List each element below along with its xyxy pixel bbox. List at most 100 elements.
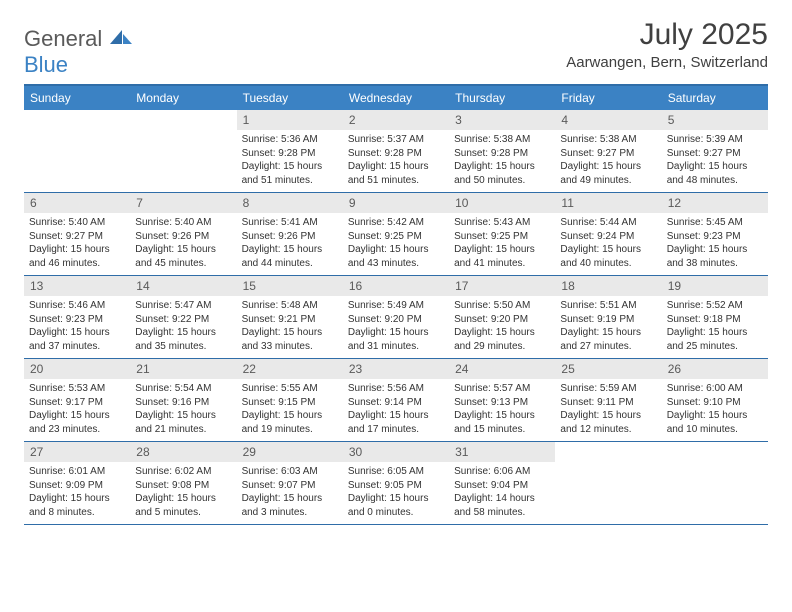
calendar-cell: 15Sunrise: 5:48 AMSunset: 9:21 PMDayligh… (237, 276, 343, 358)
day-details: Sunrise: 5:48 AMSunset: 9:21 PMDaylight:… (237, 296, 343, 356)
day-header-cell: Saturday (662, 86, 768, 110)
day-number (555, 442, 661, 462)
calendar-cell: 17Sunrise: 5:50 AMSunset: 9:20 PMDayligh… (449, 276, 555, 358)
calendar-cell: 12Sunrise: 5:45 AMSunset: 9:23 PMDayligh… (662, 193, 768, 275)
calendar-cell: 19Sunrise: 5:52 AMSunset: 9:18 PMDayligh… (662, 276, 768, 358)
brand-name-part1: General (24, 26, 102, 51)
calendar-cell: 31Sunrise: 6:06 AMSunset: 9:04 PMDayligh… (449, 442, 555, 524)
day-details: Sunrise: 5:46 AMSunset: 9:23 PMDaylight:… (24, 296, 130, 356)
calendar-body: 1Sunrise: 5:36 AMSunset: 9:28 PMDaylight… (24, 110, 768, 525)
calendar-week: 6Sunrise: 5:40 AMSunset: 9:27 PMDaylight… (24, 193, 768, 276)
calendar-cell: 9Sunrise: 5:42 AMSunset: 9:25 PMDaylight… (343, 193, 449, 275)
day-details: Sunrise: 6:01 AMSunset: 9:09 PMDaylight:… (24, 462, 130, 522)
day-details: Sunrise: 5:49 AMSunset: 9:20 PMDaylight:… (343, 296, 449, 356)
day-number: 15 (237, 276, 343, 296)
day-header-cell: Tuesday (237, 86, 343, 110)
calendar-cell: 27Sunrise: 6:01 AMSunset: 9:09 PMDayligh… (24, 442, 130, 524)
calendar-cell (24, 110, 130, 192)
calendar-cell: 2Sunrise: 5:37 AMSunset: 9:28 PMDaylight… (343, 110, 449, 192)
day-details: Sunrise: 5:56 AMSunset: 9:14 PMDaylight:… (343, 379, 449, 439)
calendar-cell: 1Sunrise: 5:36 AMSunset: 9:28 PMDaylight… (237, 110, 343, 192)
calendar-cell: 28Sunrise: 6:02 AMSunset: 9:08 PMDayligh… (130, 442, 236, 524)
day-details: Sunrise: 5:40 AMSunset: 9:26 PMDaylight:… (130, 213, 236, 273)
day-number: 3 (449, 110, 555, 130)
day-number: 20 (24, 359, 130, 379)
header: General Blue July 2025 Aarwangen, Bern, … (24, 18, 768, 78)
day-number: 14 (130, 276, 236, 296)
day-header-cell: Friday (555, 86, 661, 110)
day-number: 12 (662, 193, 768, 213)
day-header-cell: Monday (130, 86, 236, 110)
day-details: Sunrise: 5:45 AMSunset: 9:23 PMDaylight:… (662, 213, 768, 273)
brand-name: General Blue (24, 26, 134, 78)
day-header-cell: Thursday (449, 86, 555, 110)
calendar-cell: 11Sunrise: 5:44 AMSunset: 9:24 PMDayligh… (555, 193, 661, 275)
day-number (24, 110, 130, 130)
title-month-year: July 2025 (566, 18, 768, 52)
day-number: 1 (237, 110, 343, 130)
day-number: 4 (555, 110, 661, 130)
calendar-cell (662, 442, 768, 524)
day-details: Sunrise: 5:54 AMSunset: 9:16 PMDaylight:… (130, 379, 236, 439)
calendar-cell: 24Sunrise: 5:57 AMSunset: 9:13 PMDayligh… (449, 359, 555, 441)
day-number: 19 (662, 276, 768, 296)
day-details: Sunrise: 5:38 AMSunset: 9:27 PMDaylight:… (555, 130, 661, 190)
day-number: 16 (343, 276, 449, 296)
day-details: Sunrise: 5:55 AMSunset: 9:15 PMDaylight:… (237, 379, 343, 439)
calendar-cell: 4Sunrise: 5:38 AMSunset: 9:27 PMDaylight… (555, 110, 661, 192)
calendar-cell: 29Sunrise: 6:03 AMSunset: 9:07 PMDayligh… (237, 442, 343, 524)
day-details: Sunrise: 6:00 AMSunset: 9:10 PMDaylight:… (662, 379, 768, 439)
day-details: Sunrise: 5:40 AMSunset: 9:27 PMDaylight:… (24, 213, 130, 273)
day-number: 9 (343, 193, 449, 213)
day-number: 7 (130, 193, 236, 213)
calendar-cell: 21Sunrise: 5:54 AMSunset: 9:16 PMDayligh… (130, 359, 236, 441)
day-number: 23 (343, 359, 449, 379)
calendar-cell: 18Sunrise: 5:51 AMSunset: 9:19 PMDayligh… (555, 276, 661, 358)
calendar-cell: 14Sunrise: 5:47 AMSunset: 9:22 PMDayligh… (130, 276, 236, 358)
calendar-cell: 23Sunrise: 5:56 AMSunset: 9:14 PMDayligh… (343, 359, 449, 441)
day-details: Sunrise: 5:43 AMSunset: 9:25 PMDaylight:… (449, 213, 555, 273)
day-number: 11 (555, 193, 661, 213)
day-number: 18 (555, 276, 661, 296)
day-number: 17 (449, 276, 555, 296)
day-number: 26 (662, 359, 768, 379)
day-header-cell: Sunday (24, 86, 130, 110)
calendar-cell: 22Sunrise: 5:55 AMSunset: 9:15 PMDayligh… (237, 359, 343, 441)
day-details: Sunrise: 5:44 AMSunset: 9:24 PMDaylight:… (555, 213, 661, 273)
day-details: Sunrise: 5:36 AMSunset: 9:28 PMDaylight:… (237, 130, 343, 190)
calendar-cell: 26Sunrise: 6:00 AMSunset: 9:10 PMDayligh… (662, 359, 768, 441)
day-number: 28 (130, 442, 236, 462)
calendar-week: 1Sunrise: 5:36 AMSunset: 9:28 PMDaylight… (24, 110, 768, 193)
calendar-cell: 16Sunrise: 5:49 AMSunset: 9:20 PMDayligh… (343, 276, 449, 358)
day-number: 5 (662, 110, 768, 130)
day-number: 2 (343, 110, 449, 130)
day-details: Sunrise: 5:57 AMSunset: 9:13 PMDaylight:… (449, 379, 555, 439)
day-details: Sunrise: 5:53 AMSunset: 9:17 PMDaylight:… (24, 379, 130, 439)
day-details: Sunrise: 6:06 AMSunset: 9:04 PMDaylight:… (449, 462, 555, 522)
calendar-cell: 6Sunrise: 5:40 AMSunset: 9:27 PMDaylight… (24, 193, 130, 275)
day-number: 24 (449, 359, 555, 379)
day-number (662, 442, 768, 462)
day-details: Sunrise: 6:02 AMSunset: 9:08 PMDaylight:… (130, 462, 236, 522)
brand-name-part2: Blue (24, 52, 68, 77)
day-details: Sunrise: 5:42 AMSunset: 9:25 PMDaylight:… (343, 213, 449, 273)
day-number: 21 (130, 359, 236, 379)
brand-logo: General Blue (24, 18, 134, 78)
calendar-week: 27Sunrise: 6:01 AMSunset: 9:09 PMDayligh… (24, 442, 768, 525)
day-number: 27 (24, 442, 130, 462)
day-header-row: SundayMondayTuesdayWednesdayThursdayFrid… (24, 86, 768, 110)
day-details: Sunrise: 5:38 AMSunset: 9:28 PMDaylight:… (449, 130, 555, 190)
day-number: 10 (449, 193, 555, 213)
day-number (130, 110, 236, 130)
day-details: Sunrise: 5:39 AMSunset: 9:27 PMDaylight:… (662, 130, 768, 190)
day-details: Sunrise: 5:52 AMSunset: 9:18 PMDaylight:… (662, 296, 768, 356)
day-number: 22 (237, 359, 343, 379)
day-details: Sunrise: 5:59 AMSunset: 9:11 PMDaylight:… (555, 379, 661, 439)
calendar-cell: 8Sunrise: 5:41 AMSunset: 9:26 PMDaylight… (237, 193, 343, 275)
day-details: Sunrise: 6:05 AMSunset: 9:05 PMDaylight:… (343, 462, 449, 522)
day-number: 8 (237, 193, 343, 213)
title-block: July 2025 Aarwangen, Bern, Switzerland (566, 18, 768, 71)
day-details: Sunrise: 6:03 AMSunset: 9:07 PMDaylight:… (237, 462, 343, 522)
day-details: Sunrise: 5:51 AMSunset: 9:19 PMDaylight:… (555, 296, 661, 356)
calendar-cell: 25Sunrise: 5:59 AMSunset: 9:11 PMDayligh… (555, 359, 661, 441)
